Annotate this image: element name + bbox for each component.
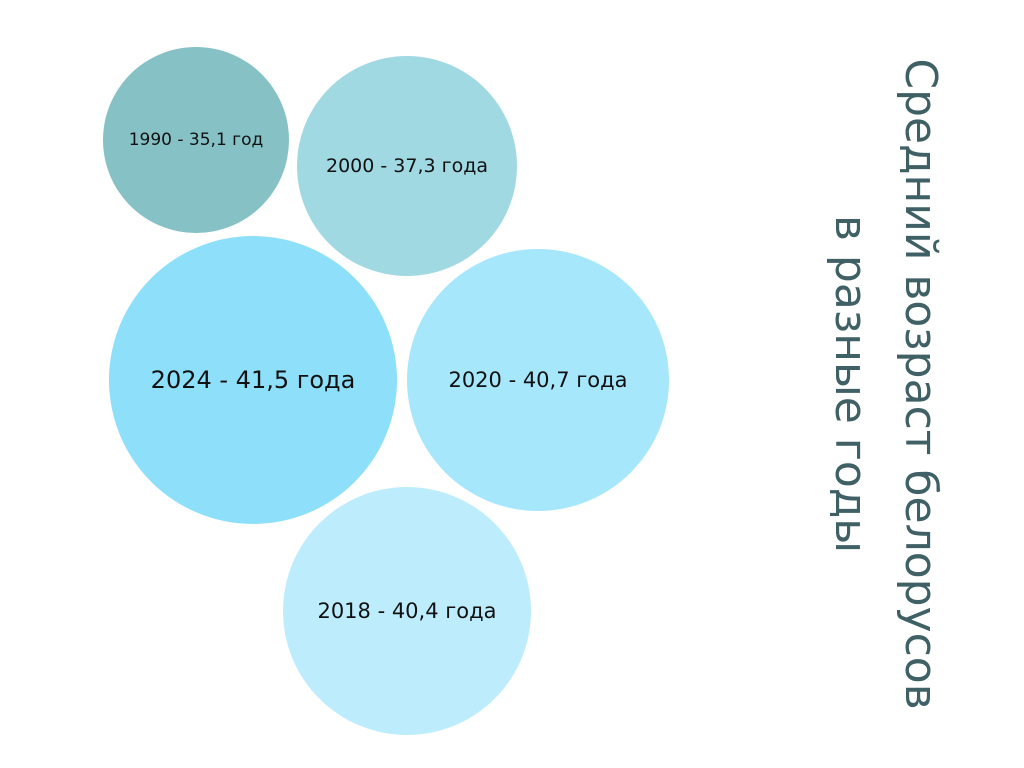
bubble-2018: 2018 - 40,4 года — [283, 487, 531, 735]
chart-title: Средний возраст белорусов в разные годы — [800, 0, 960, 768]
bubble-1990: 1990 - 35,1 год — [103, 47, 289, 233]
bubble-circle-2018 — [283, 487, 531, 735]
bubble-2000: 2000 - 37,3 года — [297, 56, 517, 276]
bubble-label-2000: 2000 - 37,3 года — [326, 155, 488, 177]
chart-title-line-1: Средний возраст белорусов — [895, 58, 946, 710]
bubble-chart: 1990 - 35,1 год 2000 - 37,3 года 2024 - 41… — [103, 47, 669, 735]
bubble-label-2020: 2020 - 40,7 года — [448, 368, 627, 392]
bubble-label-1990: 1990 - 35,1 год — [129, 130, 264, 150]
bubble-label-2018: 2018 - 40,4 года — [317, 599, 496, 623]
chart-title-line-2: в разные годы — [825, 215, 876, 553]
bubble-2024: 2024 - 41,5 года — [109, 236, 397, 524]
bubble-2020: 2020 - 40,7 года — [407, 249, 669, 511]
bubble-circle-1990 — [103, 47, 289, 233]
bubble-circle-2024 — [109, 236, 397, 524]
bubble-label-2024: 2024 - 41,5 года — [151, 366, 356, 394]
bubble-circle-2020 — [407, 249, 669, 511]
bubble-circle-2000 — [297, 56, 517, 276]
